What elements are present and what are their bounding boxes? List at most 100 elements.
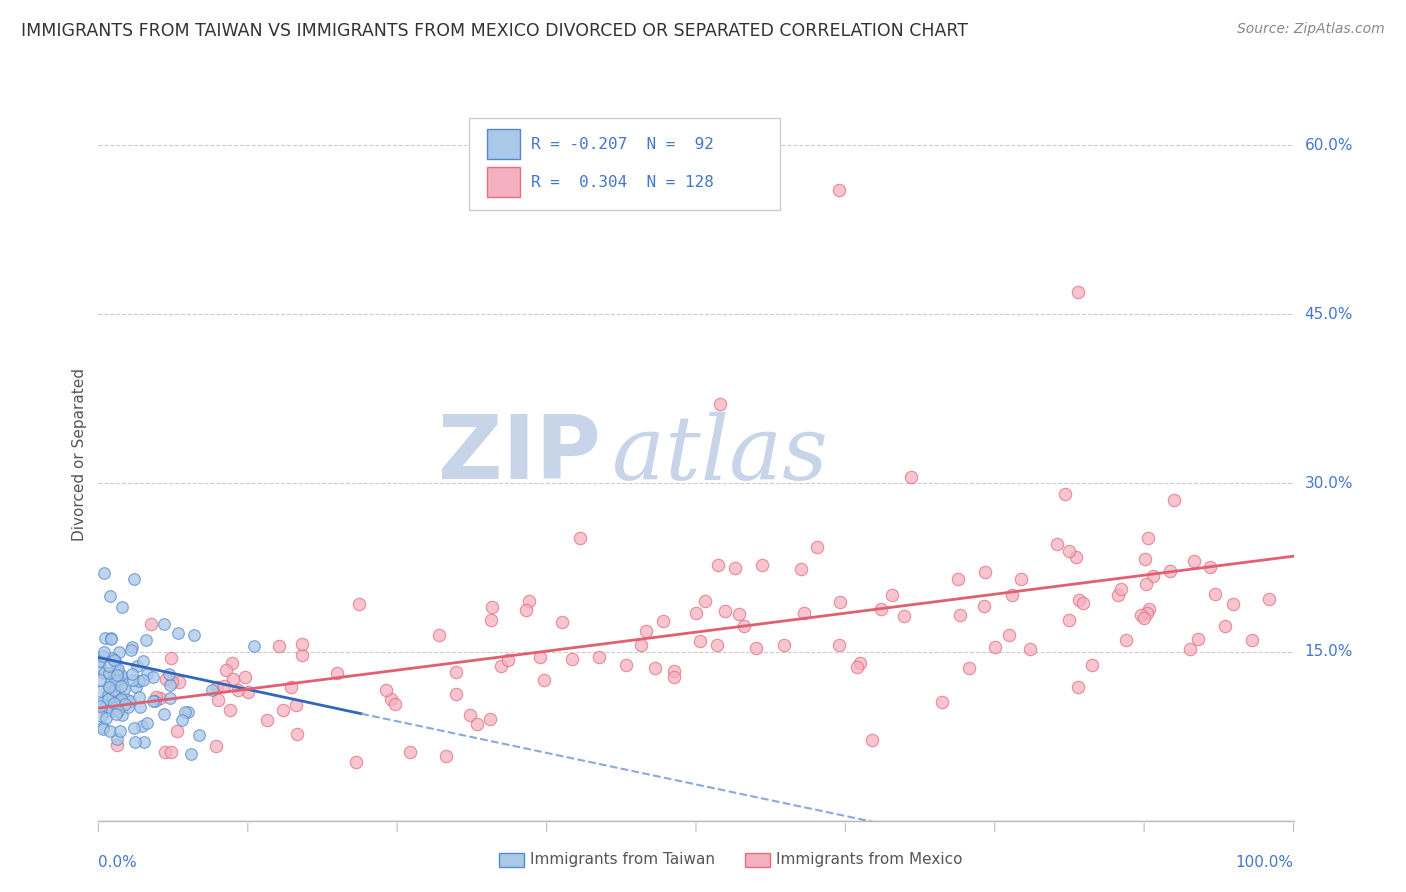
Point bbox=[157, 666, 180, 681]
Point bbox=[326, 666, 349, 681]
Point bbox=[1213, 619, 1236, 633]
Point bbox=[121, 673, 143, 687]
Point bbox=[706, 638, 728, 652]
Point bbox=[91, 720, 114, 734]
Point bbox=[135, 632, 157, 647]
Point bbox=[515, 603, 537, 617]
Point bbox=[273, 702, 295, 716]
Point bbox=[90, 696, 112, 710]
Text: 60.0%: 60.0% bbox=[1305, 138, 1353, 153]
Point bbox=[793, 606, 815, 620]
Point bbox=[948, 572, 970, 586]
Point bbox=[1129, 608, 1152, 623]
Point bbox=[105, 738, 128, 752]
Point bbox=[107, 694, 129, 708]
Point bbox=[214, 663, 236, 677]
Point bbox=[714, 604, 737, 618]
Point bbox=[141, 617, 163, 632]
Point bbox=[212, 679, 235, 693]
Point bbox=[880, 588, 903, 602]
Point bbox=[108, 687, 131, 701]
Point bbox=[790, 562, 813, 576]
Point bbox=[115, 692, 138, 706]
Point bbox=[998, 628, 1021, 642]
Point bbox=[143, 694, 166, 708]
Point bbox=[1204, 587, 1226, 601]
Point bbox=[94, 698, 117, 713]
Point bbox=[460, 708, 482, 723]
Point bbox=[465, 717, 488, 731]
Point bbox=[481, 599, 503, 614]
Point bbox=[1241, 633, 1264, 648]
Point bbox=[110, 668, 132, 682]
Y-axis label: Divorced or Separated: Divorced or Separated bbox=[72, 368, 87, 541]
Point bbox=[108, 645, 131, 659]
Point bbox=[651, 614, 673, 628]
Point bbox=[614, 658, 637, 673]
Point bbox=[1046, 537, 1069, 551]
Point bbox=[1018, 641, 1040, 656]
Point bbox=[104, 654, 127, 668]
Point bbox=[169, 674, 191, 689]
Point bbox=[110, 692, 132, 706]
Point bbox=[98, 666, 121, 681]
Point bbox=[105, 663, 128, 677]
Point bbox=[280, 680, 302, 694]
Point bbox=[90, 684, 112, 698]
Text: Source: ZipAtlas.com: Source: ZipAtlas.com bbox=[1237, 22, 1385, 37]
Point bbox=[125, 658, 148, 673]
Point bbox=[1081, 657, 1104, 672]
Point bbox=[533, 673, 555, 687]
Point bbox=[984, 640, 1007, 655]
Point bbox=[644, 661, 666, 675]
Point bbox=[110, 694, 132, 708]
Point bbox=[142, 670, 165, 684]
FancyBboxPatch shape bbox=[470, 119, 780, 210]
Point bbox=[183, 628, 205, 642]
Point bbox=[1115, 633, 1137, 648]
Point bbox=[174, 706, 197, 720]
Point bbox=[96, 704, 118, 718]
Point bbox=[828, 184, 851, 198]
Point bbox=[399, 745, 422, 759]
Point bbox=[862, 733, 884, 747]
Point bbox=[145, 690, 167, 704]
Point bbox=[695, 594, 717, 608]
Point bbox=[98, 589, 122, 603]
Point bbox=[97, 692, 120, 706]
Point bbox=[98, 680, 121, 694]
Point bbox=[380, 692, 402, 706]
Point bbox=[167, 626, 190, 640]
Point bbox=[132, 735, 155, 749]
Point bbox=[1222, 597, 1244, 611]
Point bbox=[1107, 588, 1129, 602]
Text: 0.0%: 0.0% bbox=[98, 855, 138, 871]
Point bbox=[1057, 544, 1080, 558]
Point bbox=[478, 712, 501, 726]
Point bbox=[1137, 602, 1160, 616]
Point bbox=[104, 673, 127, 687]
Point bbox=[205, 739, 228, 754]
Point bbox=[101, 665, 124, 680]
Point bbox=[135, 715, 157, 730]
Point bbox=[97, 681, 120, 695]
Point bbox=[105, 677, 128, 691]
Text: Immigrants from Mexico: Immigrants from Mexico bbox=[776, 853, 963, 867]
Point bbox=[101, 689, 124, 703]
Point bbox=[662, 670, 685, 684]
Point bbox=[588, 650, 610, 665]
Point bbox=[496, 653, 519, 667]
Point bbox=[1133, 611, 1156, 625]
Point bbox=[236, 684, 259, 698]
Point bbox=[104, 663, 127, 677]
Point bbox=[170, 713, 193, 727]
Point bbox=[121, 667, 143, 681]
Point bbox=[128, 690, 150, 704]
Point bbox=[98, 675, 121, 690]
Point bbox=[105, 668, 128, 682]
Point bbox=[973, 599, 995, 614]
Point bbox=[93, 645, 115, 659]
Point bbox=[94, 632, 117, 646]
Point bbox=[233, 669, 256, 683]
Point bbox=[243, 639, 266, 653]
